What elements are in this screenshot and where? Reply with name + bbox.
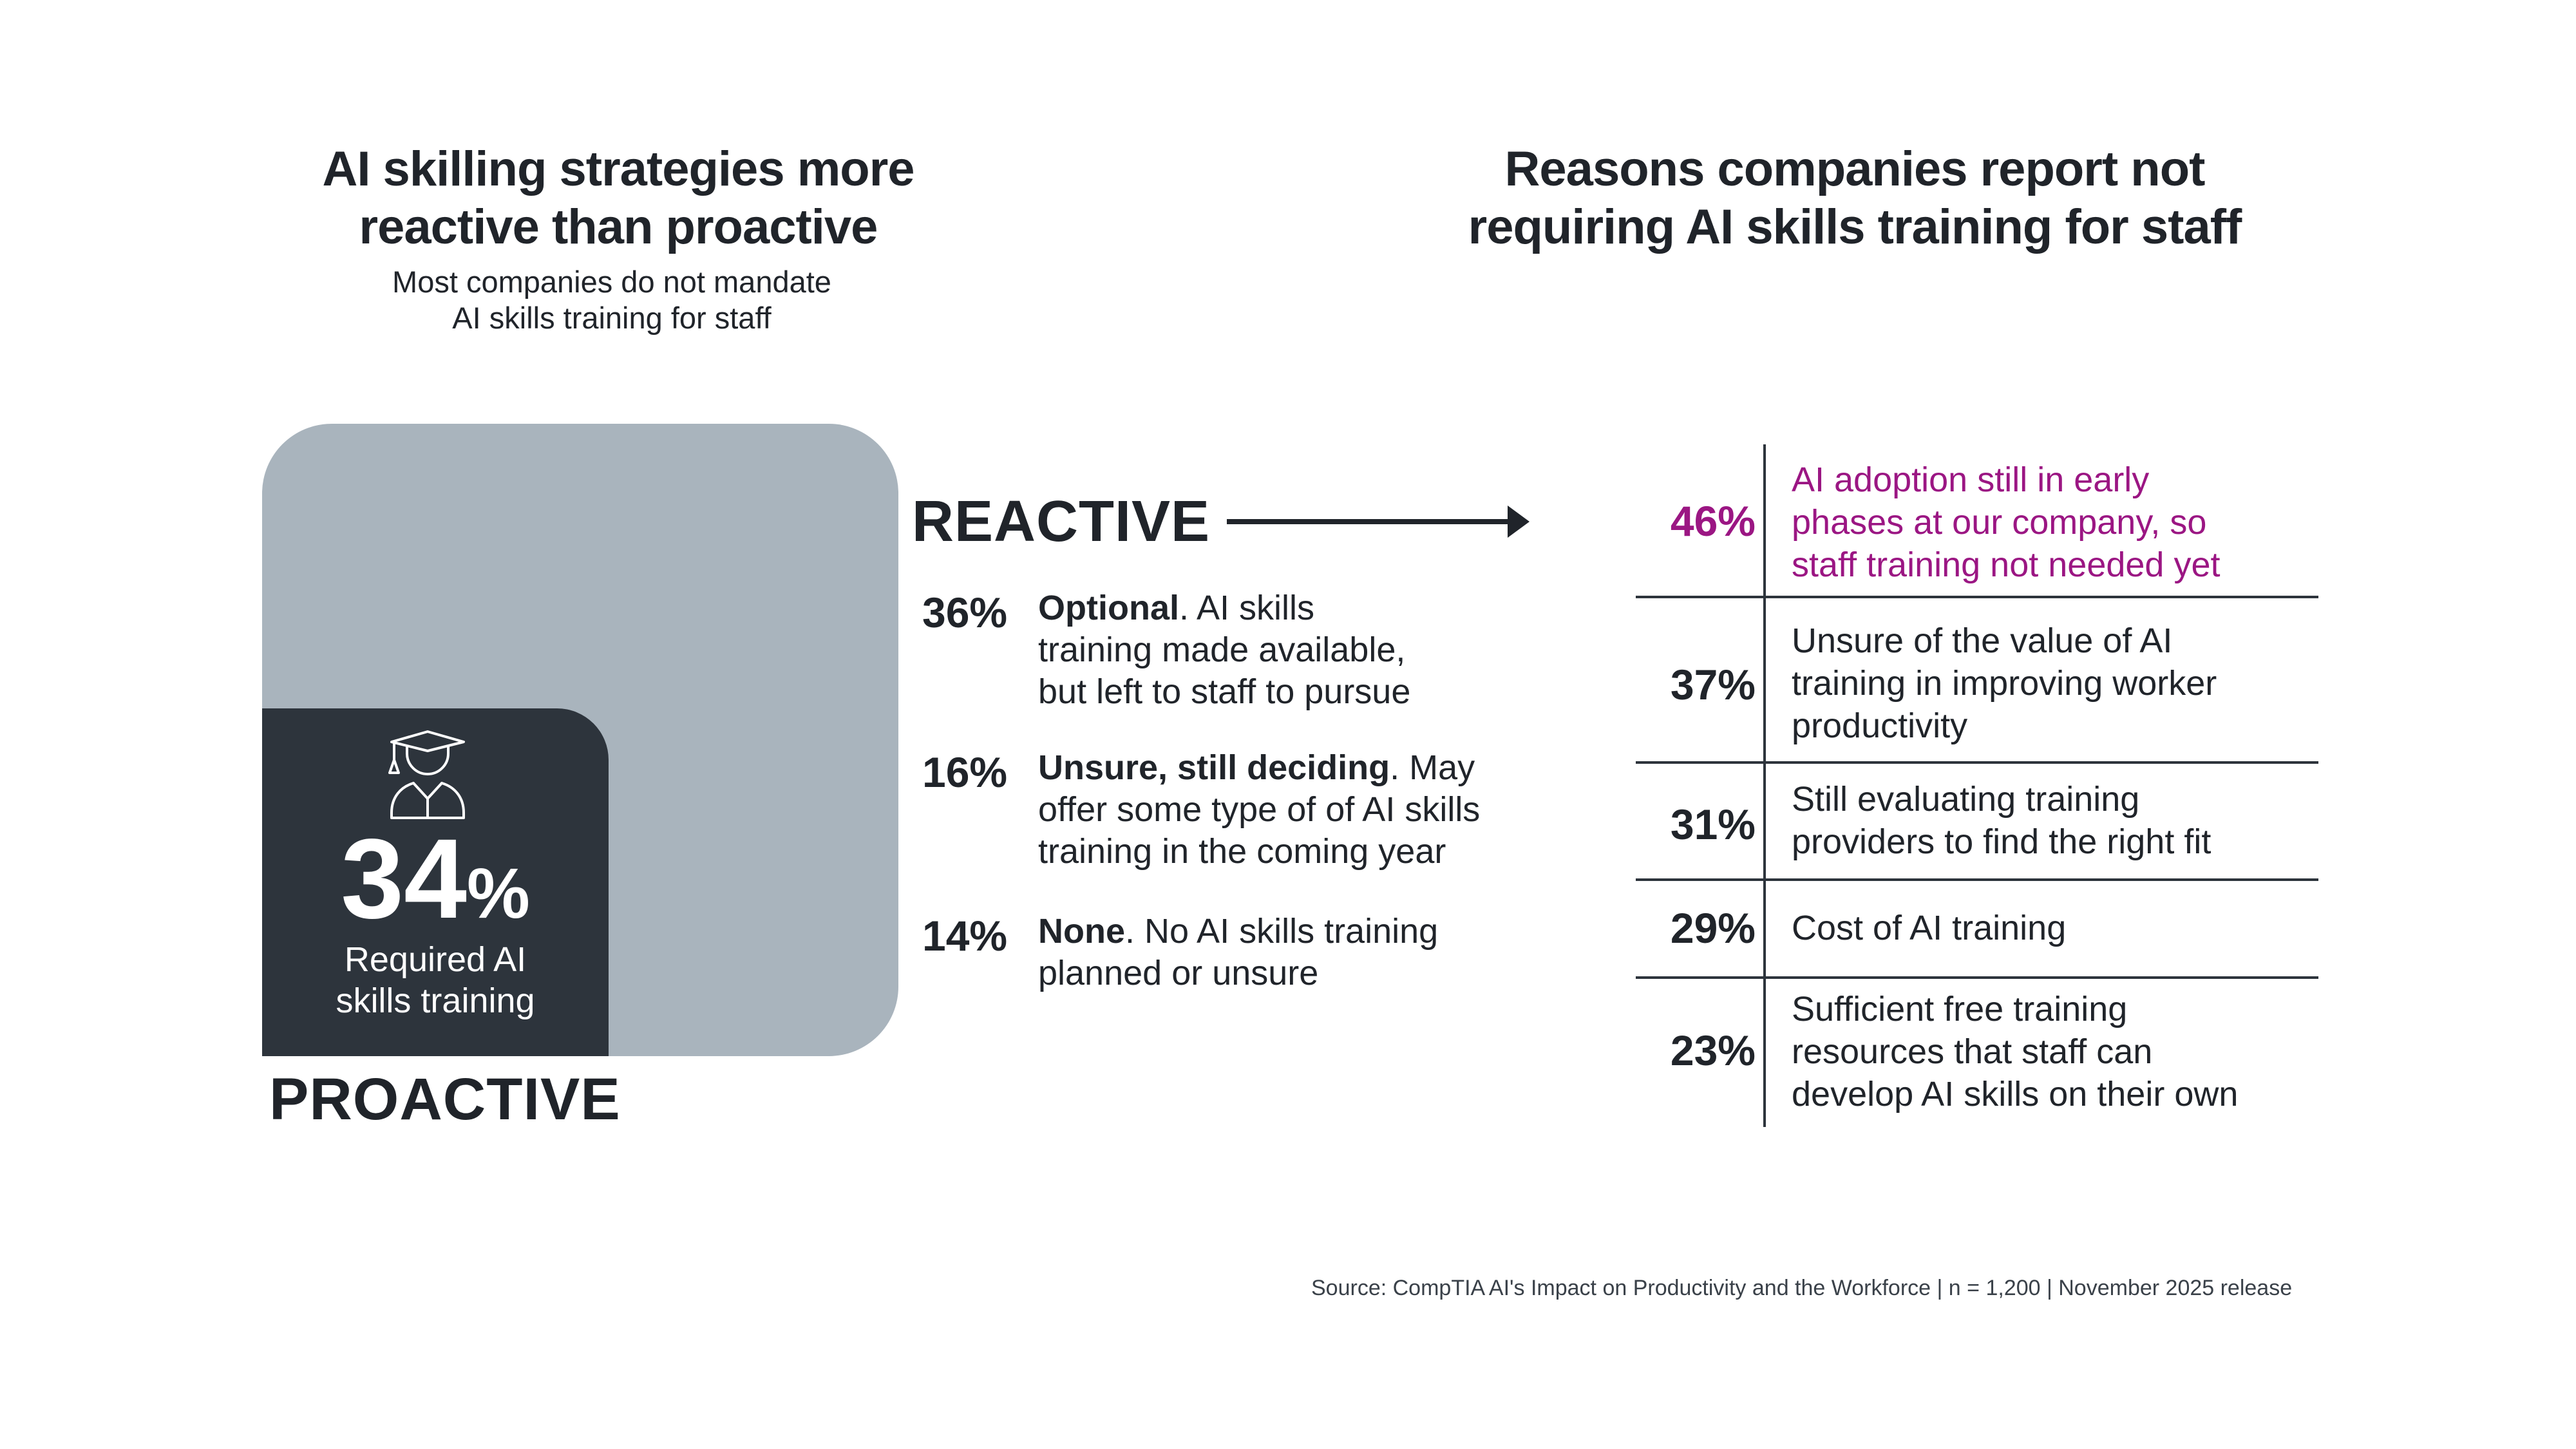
- reactive-item-bold: Optional: [1038, 589, 1179, 627]
- left-chart-title: AI skilling strategies more reactive tha…: [232, 140, 1005, 256]
- reason-text: Unsure of the value of AI training in im…: [1792, 620, 2320, 747]
- table-row-divider: [1636, 878, 2318, 881]
- arrow-right-icon: [1227, 506, 1530, 538]
- proactive-label: Required AI skills training: [262, 939, 609, 1021]
- reason-pct: 37%: [1670, 661, 1756, 708]
- reason-text: Sufficient free training resources that …: [1792, 988, 2320, 1115]
- reason-line: develop AI skills on their own: [1792, 1075, 2239, 1113]
- reason-text: Cost of AI training: [1792, 907, 2320, 949]
- reason-line: productivity: [1792, 706, 1968, 745]
- reason-line: staff training not needed yet: [1792, 545, 2221, 584]
- reactive-item-pct: 36%: [922, 589, 1008, 636]
- right-chart-title: Reasons companies report not requiring A…: [1404, 140, 2306, 256]
- reason-line: Unsure of the value of AI: [1792, 621, 2173, 660]
- left-title-line-2: reactive than proactive: [359, 200, 878, 254]
- reactive-item: Optional. AI skills training made availa…: [1038, 587, 1566, 713]
- table-row-divider: [1636, 761, 2318, 764]
- source-note: Source: CompTIA AI's Impact on Productiv…: [1311, 1276, 2293, 1300]
- reason-line: resources that staff can: [1792, 1032, 2153, 1071]
- proactive-label-line-1: Required AI: [344, 940, 527, 979]
- right-title-line-1: Reasons companies report not: [1504, 142, 2206, 196]
- reason-pct: 31%: [1670, 800, 1756, 848]
- reactive-item: Unsure, still deciding. May offer some t…: [1038, 747, 1566, 873]
- reactive-item-desc: training in the coming year: [1038, 832, 1446, 871]
- reactive-item-pct: 14%: [922, 912, 1008, 960]
- proactive-percentage: 34%: [262, 818, 609, 955]
- reactive-item-pct: 16%: [922, 748, 1008, 796]
- left-title-line-1: AI skilling strategies more: [322, 142, 914, 196]
- reactive-item-desc: offer some type of of AI skills: [1038, 790, 1481, 829]
- reactive-item-bold: None: [1038, 912, 1125, 951]
- table-row-divider: [1636, 976, 2318, 979]
- reactive-item: None. No AI skills training planned or u…: [1038, 911, 1566, 994]
- reason-text: AI adoption still in early phases at our…: [1792, 459, 2320, 586]
- graduate-icon: [388, 730, 465, 819]
- reason-line: training in improving worker: [1792, 664, 2217, 703]
- reason-pct: 23%: [1670, 1027, 1756, 1074]
- reason-line: Sufficient free training: [1792, 990, 2128, 1028]
- reactive-item-bold: Unsure, still deciding: [1038, 748, 1390, 787]
- reason-pct: 29%: [1670, 904, 1756, 952]
- table-vertical-divider: [1763, 444, 1766, 1127]
- reactive-item-desc: training made available,: [1038, 630, 1406, 669]
- reason-line: providers to find the right fit: [1792, 822, 2211, 861]
- reason-line: Still evaluating training: [1792, 780, 2140, 819]
- reactive-heading: REACTIVE: [912, 489, 1211, 554]
- reason-line: AI adoption still in early: [1792, 460, 2150, 499]
- left-subtitle-line-1: Most companies do not mandate: [392, 265, 831, 299]
- table-row-divider: [1636, 596, 2318, 598]
- proactive-value: 34: [341, 816, 467, 942]
- reactive-item-desc: planned or unsure: [1038, 954, 1319, 992]
- proactive-label-line-2: skills training: [336, 981, 535, 1020]
- reactive-item-desc: but left to staff to pursue: [1038, 672, 1411, 711]
- left-chart-subtitle: Most companies do not mandate AI skills …: [232, 264, 992, 336]
- reason-line: phases at our company, so: [1792, 503, 2207, 542]
- reactive-item-desc: . AI skills: [1179, 589, 1315, 627]
- proactive-box: [262, 708, 609, 1056]
- reason-text: Still evaluating training providers to f…: [1792, 778, 2320, 863]
- proactive-heading: PROACTIVE: [269, 1066, 621, 1132]
- reactive-item-desc: . May: [1390, 748, 1475, 787]
- reason-line: Cost of AI training: [1792, 909, 2067, 947]
- reason-pct: 46%: [1670, 497, 1756, 545]
- reactive-item-desc: . No AI skills training: [1125, 912, 1439, 951]
- proactive-unit: %: [466, 854, 530, 933]
- right-title-line-2: requiring AI skills training for staff: [1468, 200, 2242, 254]
- left-subtitle-line-2: AI skills training for staff: [452, 301, 772, 335]
